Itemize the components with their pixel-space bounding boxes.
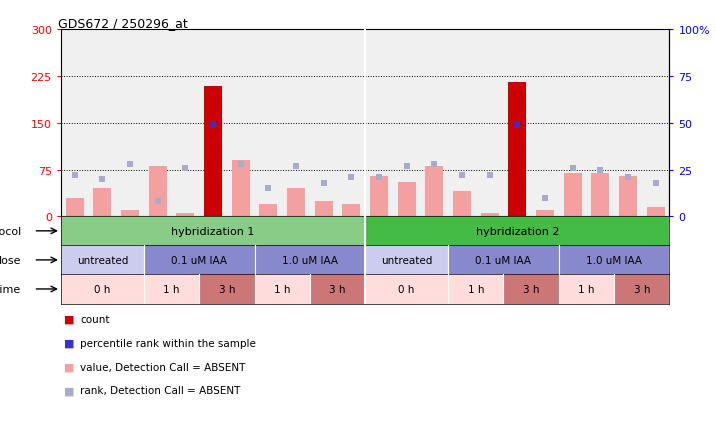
Text: 1 h: 1 h [468,284,484,294]
Text: 0.1 uM IAA: 0.1 uM IAA [475,255,531,265]
Text: hybridization 1: hybridization 1 [171,226,255,236]
Bar [144,275,199,304]
Bar [503,275,558,304]
Text: 1 h: 1 h [163,284,180,294]
Bar [425,167,443,217]
Text: ■: ■ [64,362,75,372]
Text: dose: dose [0,255,21,265]
Bar [365,217,669,246]
Text: 0 h: 0 h [95,284,110,294]
Bar [342,204,360,217]
Bar [397,183,416,217]
Bar [66,198,84,217]
Bar [591,173,609,217]
Bar [558,246,669,275]
Bar [480,214,498,217]
Text: untreated: untreated [381,255,432,265]
Bar [314,201,333,217]
Text: 1.0 uM IAA: 1.0 uM IAA [282,255,338,265]
Text: hybridization 2: hybridization 2 [475,226,559,236]
Text: ■: ■ [64,314,75,324]
Bar [254,246,365,275]
Bar [232,161,250,217]
Bar [558,275,614,304]
Text: time: time [0,284,21,294]
Text: 3 h: 3 h [218,284,235,294]
Text: 1.0 uM IAA: 1.0 uM IAA [586,255,642,265]
Bar [310,275,365,304]
Bar [370,176,388,217]
Bar [448,246,558,275]
Text: protocol: protocol [0,226,21,236]
Text: 0.1 uM IAA: 0.1 uM IAA [171,255,227,265]
Text: 1 h: 1 h [579,284,595,294]
Bar [614,275,669,304]
Text: 3 h: 3 h [634,284,650,294]
Text: 1 h: 1 h [274,284,291,294]
Bar [365,275,448,304]
Bar [647,207,664,217]
Bar [176,214,194,217]
Bar [199,275,254,304]
Text: rank, Detection Call = ABSENT: rank, Detection Call = ABSENT [80,386,241,395]
Text: GDS672 / 250296_at: GDS672 / 250296_at [58,17,188,30]
Bar [619,176,637,217]
Text: 0 h: 0 h [399,284,415,294]
Bar [365,246,448,275]
Bar [287,189,305,217]
Bar [149,167,167,217]
Bar [93,189,112,217]
Bar [254,275,310,304]
Bar [204,86,222,217]
Bar [448,275,503,304]
Bar [536,210,554,217]
Text: ■: ■ [64,386,75,395]
Text: 3 h: 3 h [523,284,539,294]
Bar [508,83,526,217]
Text: count: count [80,314,110,324]
Bar [61,275,144,304]
Text: value, Detection Call = ABSENT: value, Detection Call = ABSENT [80,362,246,372]
Text: percentile rank within the sample: percentile rank within the sample [80,338,256,348]
Text: 3 h: 3 h [329,284,346,294]
Bar [61,217,365,246]
Bar [563,173,581,217]
Bar [121,210,139,217]
Bar [61,246,144,275]
Bar [453,192,471,217]
Text: untreated: untreated [77,255,128,265]
Bar [259,204,277,217]
Bar [144,246,254,275]
Text: ■: ■ [64,338,75,348]
